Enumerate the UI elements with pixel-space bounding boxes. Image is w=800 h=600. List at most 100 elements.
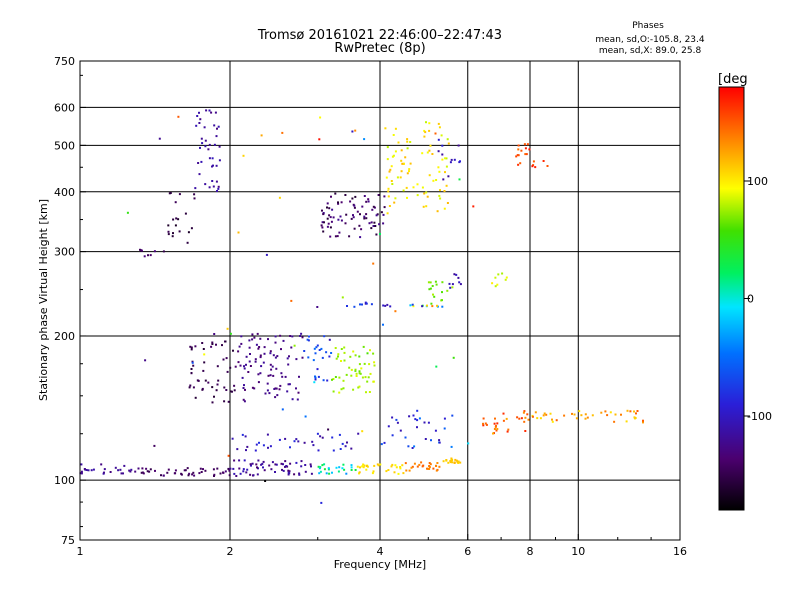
data-point [328,338,331,341]
data-point [407,445,410,448]
data-point [405,186,408,189]
data-point [83,468,86,470]
data-point [363,215,366,218]
data-point [189,345,192,348]
y-tick-label: 75 [61,534,75,547]
data-point [385,470,388,473]
data-point [211,401,214,404]
data-point [244,388,246,391]
data-point [322,213,325,216]
data-point [373,361,376,364]
data-point [352,350,355,353]
data-point [326,206,328,209]
data-point [323,463,326,466]
data-point [212,468,215,471]
data-point [226,370,229,373]
data-point [200,137,203,140]
data-point [394,464,397,467]
data-point [322,230,325,233]
data-point [327,428,330,431]
data-point [356,465,359,468]
data-point [323,335,326,338]
data-point [421,305,424,308]
data-point [435,365,438,368]
data-point [343,346,346,349]
data-point [291,335,294,338]
data-point [232,349,234,352]
data-point [196,115,199,117]
data-point [432,293,434,296]
data-point [80,470,83,473]
data-point [172,218,175,221]
data-point [455,273,458,276]
data-point [232,467,235,470]
data-point [438,126,441,129]
data-point [523,420,526,423]
data-point [256,332,259,335]
data-point [262,466,264,469]
data-point [80,463,83,466]
data-point [389,168,392,171]
data-point [129,470,132,473]
data-point [296,398,299,401]
data-point [458,161,461,164]
data-point [355,375,358,377]
data-point [204,469,207,472]
data-point [438,465,441,468]
data-point [340,219,343,222]
data-point [216,365,219,368]
data-point [434,132,437,135]
data-point [524,416,527,419]
data-point [409,162,412,165]
data-point [330,352,333,354]
data-point [516,416,519,419]
data-point [191,361,194,364]
data-point [424,438,427,440]
data-point [447,175,450,178]
data-point [225,389,228,391]
data-point [235,475,238,477]
data-point [215,135,218,138]
data-point [383,441,386,444]
y-tick-label: 100 [54,474,75,487]
data-point [394,310,397,313]
data-point [254,358,257,361]
data-point [414,418,417,421]
data-point [531,165,534,168]
data-point [429,281,432,284]
data-point [229,390,232,393]
data-point [100,463,103,466]
data-point [193,193,196,196]
data-point [335,466,338,469]
data-point [363,464,366,467]
data-point [430,302,433,305]
data-point [348,235,351,238]
data-point [269,374,272,377]
data-point [263,469,266,472]
data-point [416,419,419,422]
data-point [528,148,531,151]
data-point [391,183,394,185]
data-point [255,463,258,466]
data-point [204,145,207,148]
data-point [284,437,287,440]
data-point [372,225,375,227]
data-point [543,412,546,415]
data-point [367,198,370,201]
data-point [340,388,343,391]
data-point [456,461,459,464]
data-point [275,367,278,370]
data-point [532,160,535,163]
data-point [319,116,322,119]
data-point [327,467,330,470]
data-point [340,201,343,204]
data-point [526,143,529,146]
data-point [379,233,381,235]
data-point [295,438,298,441]
data-point [321,464,324,467]
data-point [431,153,434,155]
data-point [573,413,576,416]
data-point [340,360,342,362]
data-point [633,410,635,413]
data-point [361,205,364,208]
